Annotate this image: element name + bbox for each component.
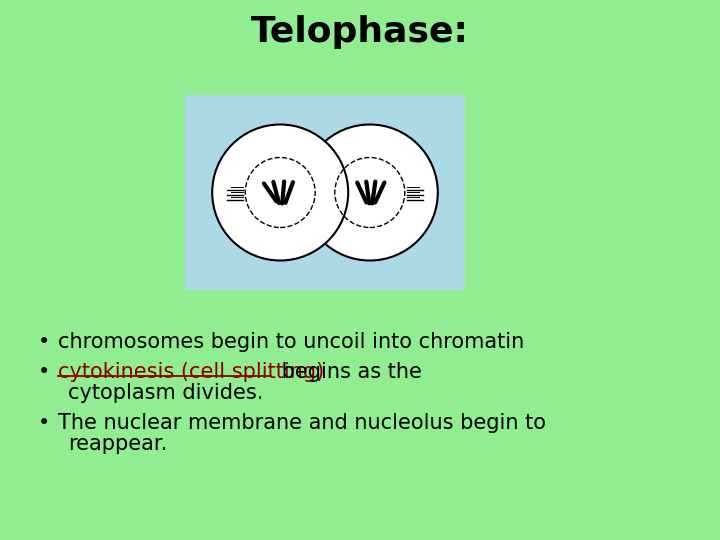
Text: •: • <box>38 413 50 433</box>
Text: The nuclear membrane and nucleolus begin to: The nuclear membrane and nucleolus begin… <box>58 413 546 433</box>
Text: Telophase:: Telophase: <box>251 15 469 49</box>
Text: begins as the: begins as the <box>275 362 422 382</box>
Text: cytoplasm divides.: cytoplasm divides. <box>68 383 264 403</box>
Circle shape <box>212 125 348 260</box>
Bar <box>185 95 465 290</box>
Text: •: • <box>38 332 50 352</box>
Text: reappear.: reappear. <box>68 434 167 454</box>
Text: •: • <box>38 362 50 382</box>
Text: cytokinesis (cell splitting): cytokinesis (cell splitting) <box>58 362 324 382</box>
Text: chromosomes begin to uncoil into chromatin: chromosomes begin to uncoil into chromat… <box>58 332 524 352</box>
Circle shape <box>302 125 438 260</box>
